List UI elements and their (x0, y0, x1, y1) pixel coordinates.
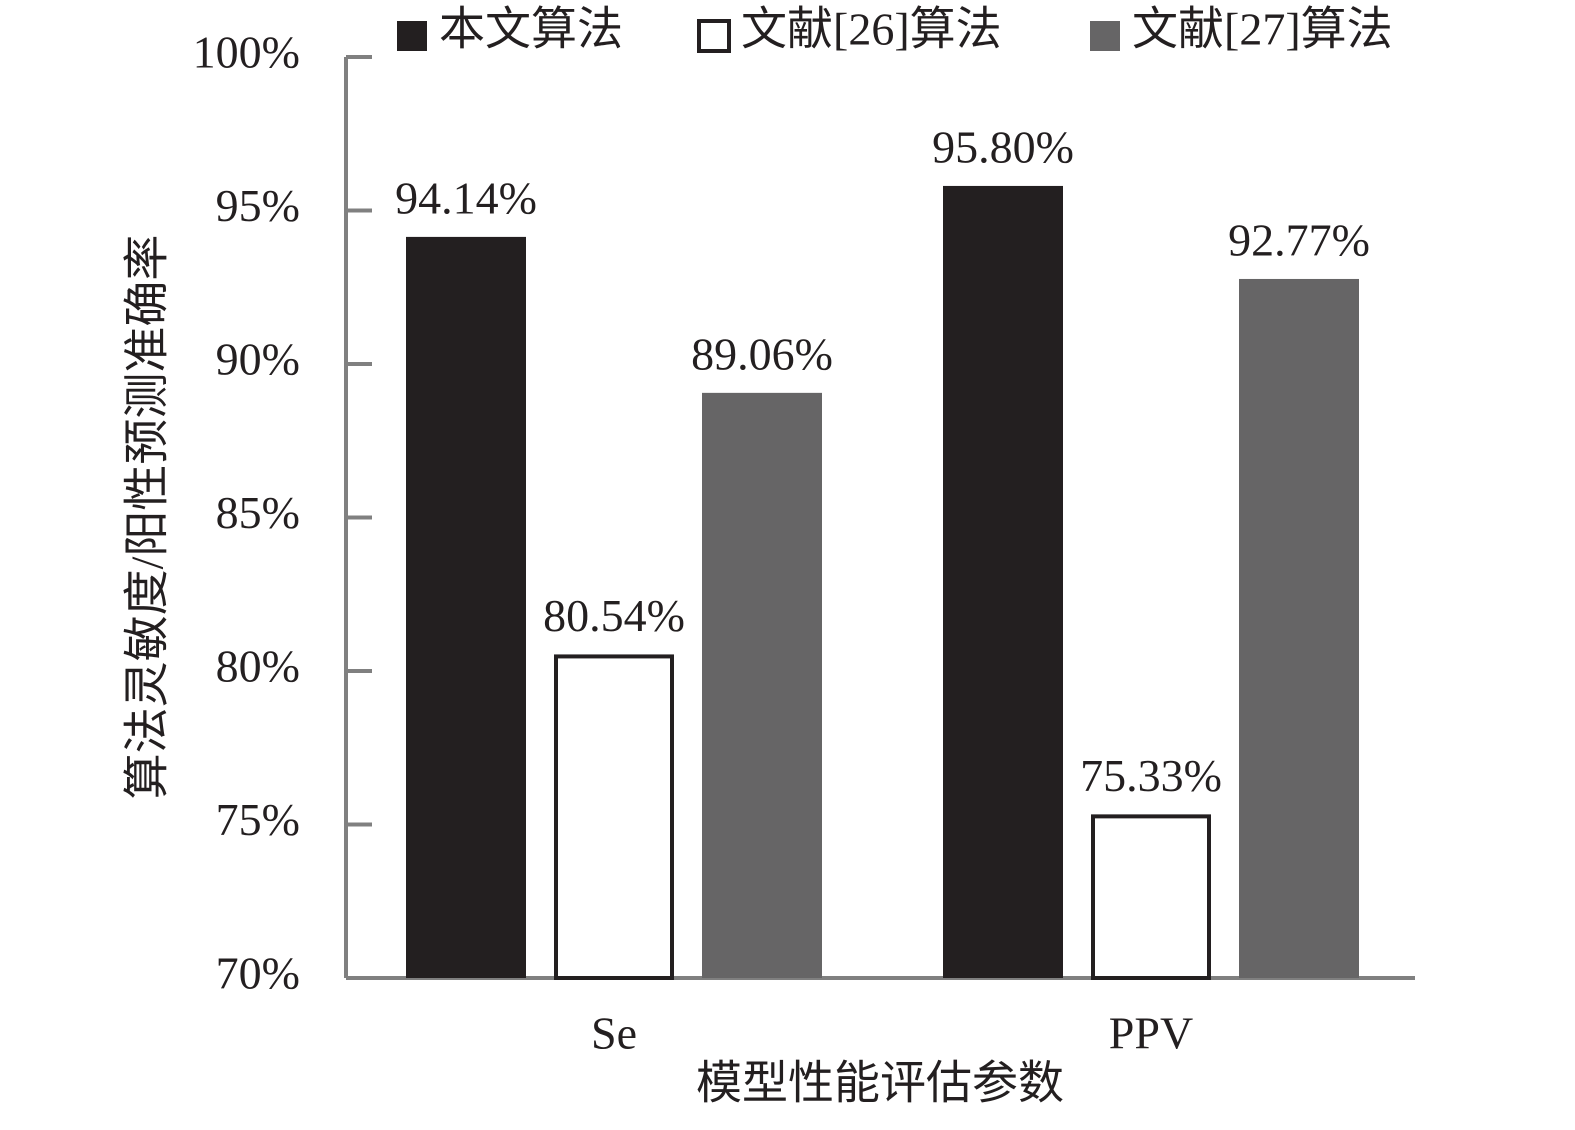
y-tick-label: 80% (216, 641, 300, 692)
bar (1239, 278, 1359, 978)
value-label: 75.33% (1080, 750, 1222, 801)
legend-swatch (397, 21, 427, 51)
bar (702, 392, 822, 978)
x-tick-label: Se (591, 1008, 637, 1059)
y-axis-label: 算法灵敏度/阳性预测准确率 (122, 235, 173, 800)
value-label: 80.54% (543, 590, 685, 641)
legend-label: 文献[27]算法 (1132, 4, 1393, 55)
bar (406, 236, 526, 979)
y-tick-label: 100% (193, 27, 300, 78)
bar (554, 654, 674, 980)
value-label: 89.06% (691, 328, 833, 379)
legend-label: 文献[26]算法 (741, 4, 1002, 55)
x-tick-label: PPV (1109, 1008, 1193, 1059)
y-tick-label: 85% (216, 487, 300, 538)
y-tick-label: 75% (216, 794, 300, 845)
legend-swatch (697, 19, 731, 53)
legend-label: 本文算法 (439, 4, 623, 55)
y-tick-label: 95% (216, 180, 300, 231)
value-label: 95.80% (932, 122, 1074, 173)
bar (943, 185, 1063, 978)
y-tick-label: 90% (216, 334, 300, 385)
y-tick-label: 70% (216, 948, 300, 999)
bar (1091, 814, 1211, 981)
legend-swatch (1090, 21, 1120, 51)
value-label: 94.14% (395, 172, 537, 223)
x-axis-label: 模型性能评估参数 (696, 1058, 1064, 1109)
value-label: 92.77% (1228, 215, 1370, 266)
